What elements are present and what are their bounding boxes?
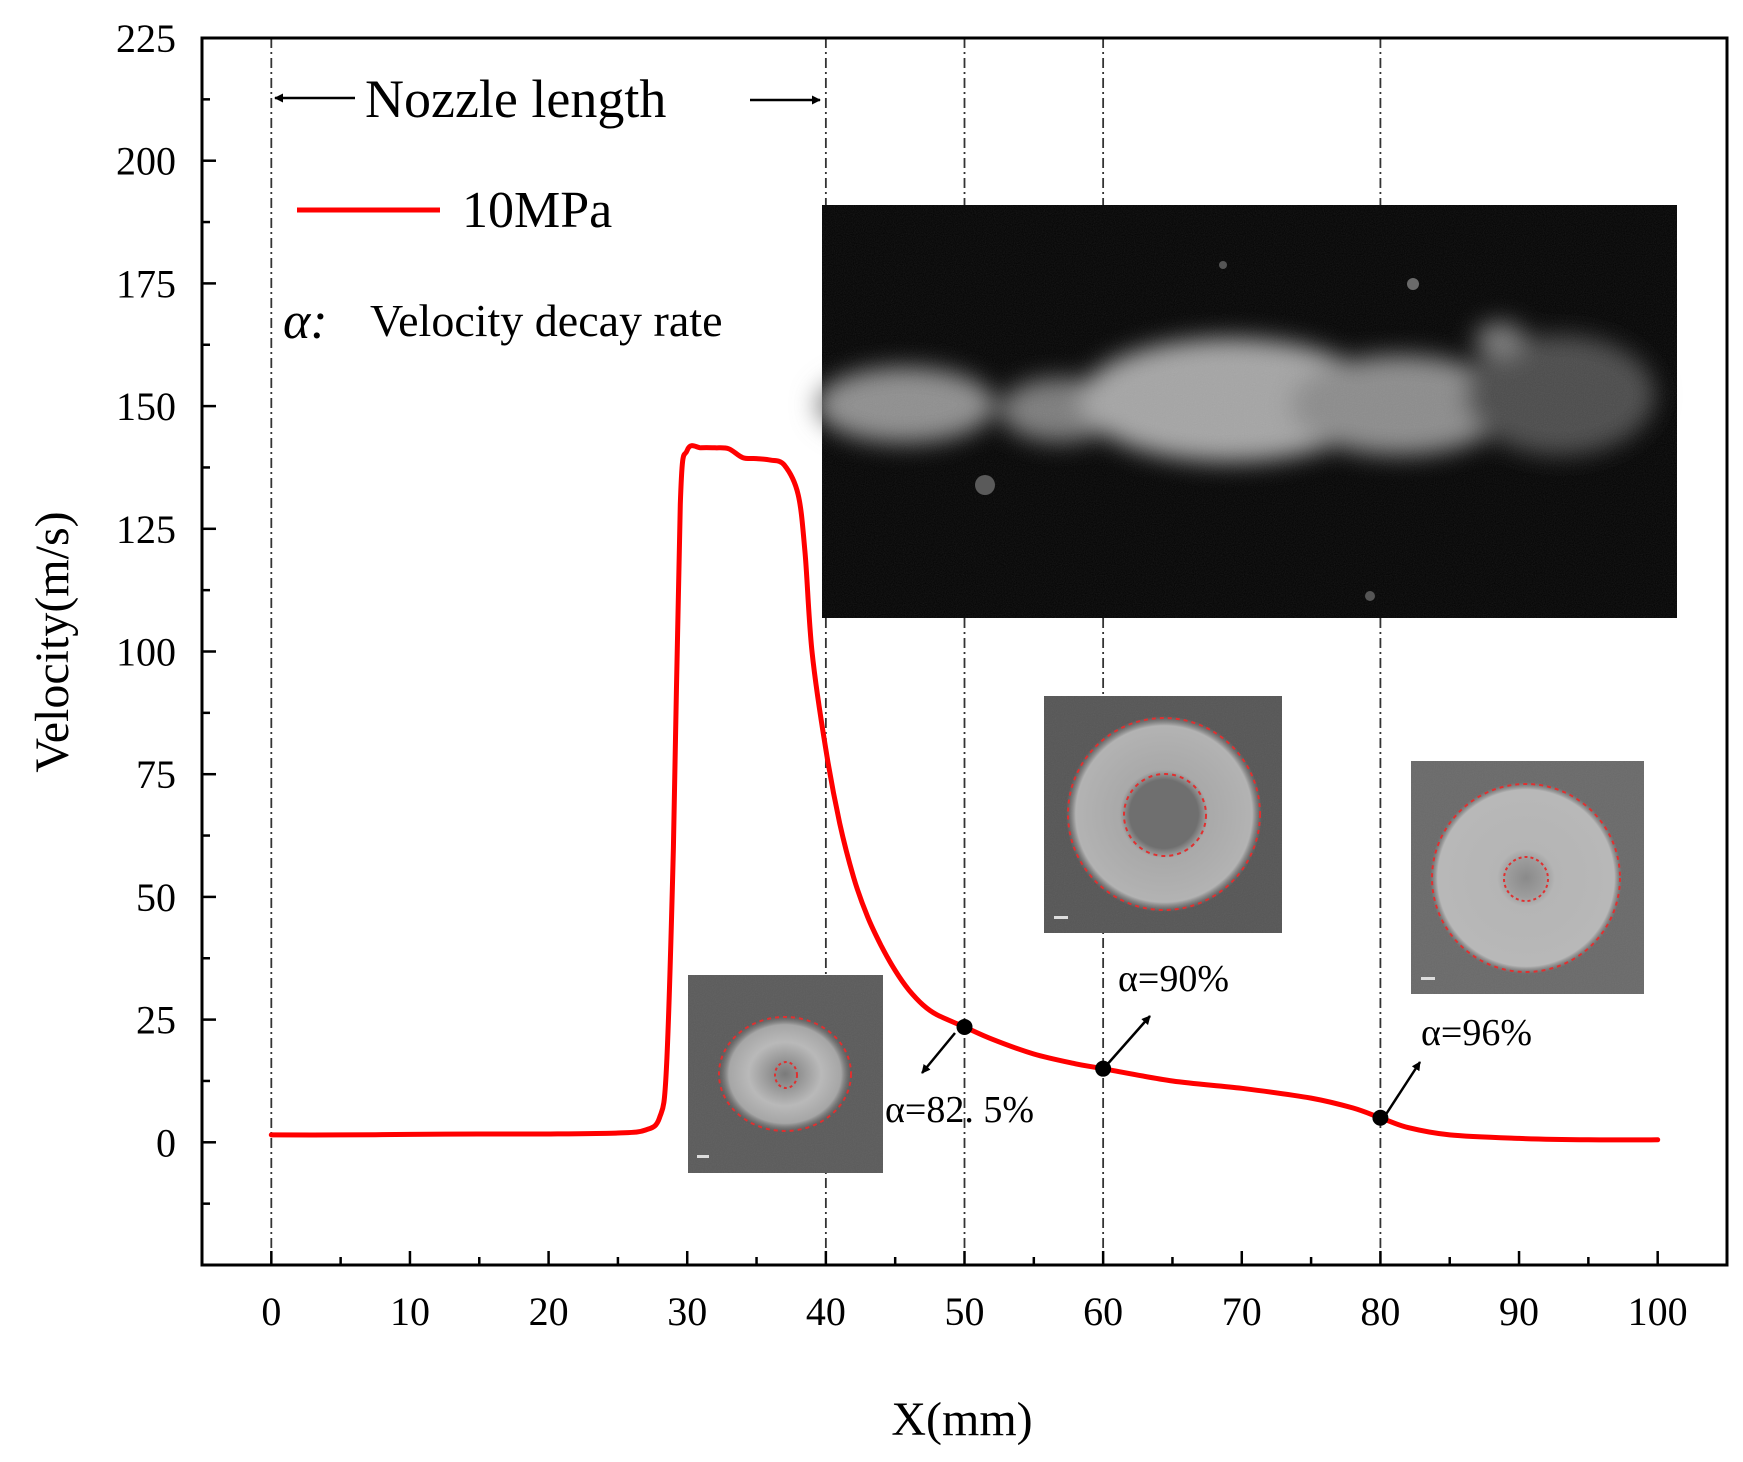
- alpha-symbol: α:: [283, 293, 328, 350]
- y-tick-label: 50: [136, 875, 176, 920]
- x-tick-label: 30: [667, 1289, 707, 1334]
- x-axis-tick-labels: 0 10 20 30 40 50 60 70 80 90 100: [261, 1289, 1687, 1334]
- y-tick-label: 175: [116, 261, 176, 306]
- x-tick-label: 0: [261, 1289, 281, 1334]
- y-tick-label: 200: [116, 139, 176, 184]
- x-tick-label: 10: [390, 1289, 430, 1334]
- alpha-label-1: α=82. 5%: [885, 1089, 1034, 1131]
- jet-plume-photo: [815, 205, 1677, 618]
- marker-point-1: [956, 1018, 973, 1035]
- impact-photo-1: [688, 975, 883, 1173]
- alpha-label-2: α=90%: [1118, 958, 1229, 1000]
- arrow-alpha-1: [921, 1032, 956, 1074]
- x-tick-label: 20: [529, 1289, 569, 1334]
- marker-point-3: [1372, 1109, 1389, 1126]
- series-line-10mpa: [268, 443, 1661, 1143]
- decay-rate-label: Velocity decay rate: [370, 295, 722, 346]
- x-axis-ticks: [270, 1251, 1659, 1265]
- x-tick-label: 100: [1628, 1289, 1688, 1334]
- x-tick-label: 90: [1499, 1289, 1539, 1334]
- nozzle-length-label: Nozzle length: [365, 69, 666, 129]
- alpha-arrows: [921, 1015, 1422, 1123]
- y-tick-label: 125: [116, 507, 176, 552]
- x-tick-label: 40: [806, 1289, 846, 1334]
- y-axis-tick-labels: 0 25 50 75 100 125 150 175 200 225: [116, 16, 176, 1165]
- data-markers: [956, 1018, 1389, 1126]
- y-tick-label: 150: [116, 384, 176, 429]
- y-axis-ticks: [202, 36, 216, 1205]
- x-tick-label: 70: [1222, 1289, 1262, 1334]
- y-tick-label: 225: [116, 16, 176, 61]
- y-axis-title: Velocity(m/s): [26, 511, 79, 772]
- y-tick-label: 100: [116, 630, 176, 675]
- impact-photo-2: [1044, 696, 1282, 933]
- alpha-label-3: α=96%: [1421, 1012, 1532, 1054]
- legend: 10MPa: [297, 182, 612, 239]
- x-tick-label: 60: [1083, 1289, 1123, 1334]
- y-tick-label: 25: [136, 998, 176, 1043]
- x-axis-title: X(mm): [891, 1393, 1032, 1446]
- arrow-alpha-3: [1379, 1061, 1422, 1123]
- legend-label: 10MPa: [462, 182, 612, 239]
- decay-rate-definition: α: Velocity decay rate: [283, 293, 722, 350]
- impact-photo-3: [1411, 761, 1644, 994]
- arrow-alpha-2: [1104, 1015, 1151, 1068]
- nozzle-length-annotation: Nozzle length: [274, 69, 821, 129]
- x-tick-label: 50: [945, 1289, 985, 1334]
- y-tick-label: 75: [136, 752, 176, 797]
- x-tick-label: 80: [1360, 1289, 1400, 1334]
- y-tick-label: 0: [156, 1120, 176, 1165]
